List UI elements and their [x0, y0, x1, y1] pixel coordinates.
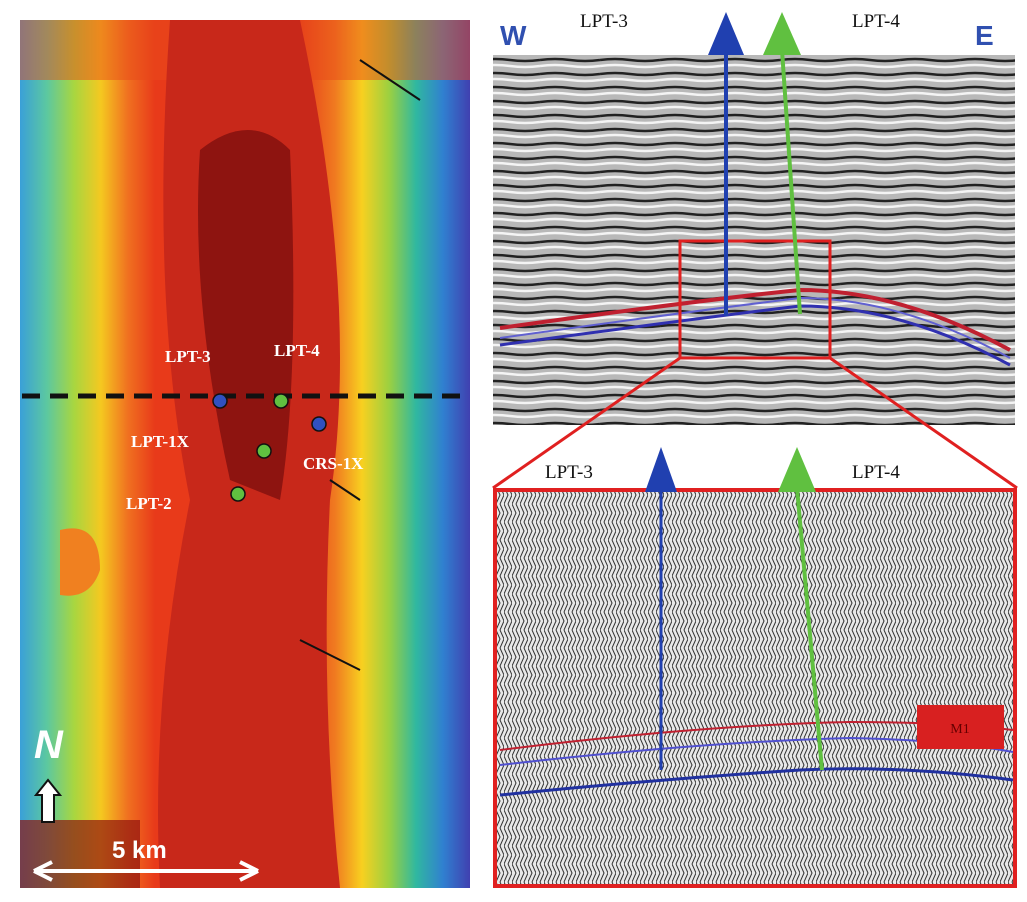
horizon [499, 287, 1011, 352]
structure-map [20, 20, 470, 888]
well-marker [273, 393, 289, 409]
well-label: LPT-2 [126, 494, 172, 513]
well-arrow [763, 12, 801, 55]
zoom-section [493, 488, 1017, 888]
zoom-line [829, 356, 1018, 490]
zoom-box [678, 239, 832, 360]
well-label: CRS-1X [303, 454, 364, 473]
scale-bar [33, 860, 259, 882]
well-marker [230, 486, 246, 502]
well-label: LPT-4 [852, 11, 900, 32]
well-marker [212, 393, 228, 409]
well-arrow [645, 447, 677, 492]
well-label: LPT-3 [580, 11, 628, 32]
horizon [499, 767, 1014, 797]
well-arrow [708, 12, 744, 55]
direction-label: E [975, 20, 994, 51]
horizon-label: M1 [950, 722, 969, 737]
well-track [780, 49, 802, 315]
north-arrow [33, 778, 63, 823]
horizon [499, 304, 1011, 367]
well-label: LPT-4 [274, 341, 320, 360]
well-label: LPT-3 [165, 347, 211, 366]
well-marker [256, 443, 272, 459]
scale-label: 5 km [112, 837, 167, 864]
well-marker [311, 416, 327, 432]
north-label: N [34, 723, 64, 767]
well-label: LPT-3 [545, 462, 593, 483]
horizon-tag [917, 705, 1004, 749]
well-arrow [778, 447, 816, 492]
direction-label: W [500, 20, 527, 51]
zoom-line [492, 356, 681, 490]
well-label: LPT-4 [852, 462, 900, 483]
well-label: LPT-1X [131, 432, 190, 451]
well-track [795, 487, 824, 771]
horizon [499, 296, 1011, 359]
